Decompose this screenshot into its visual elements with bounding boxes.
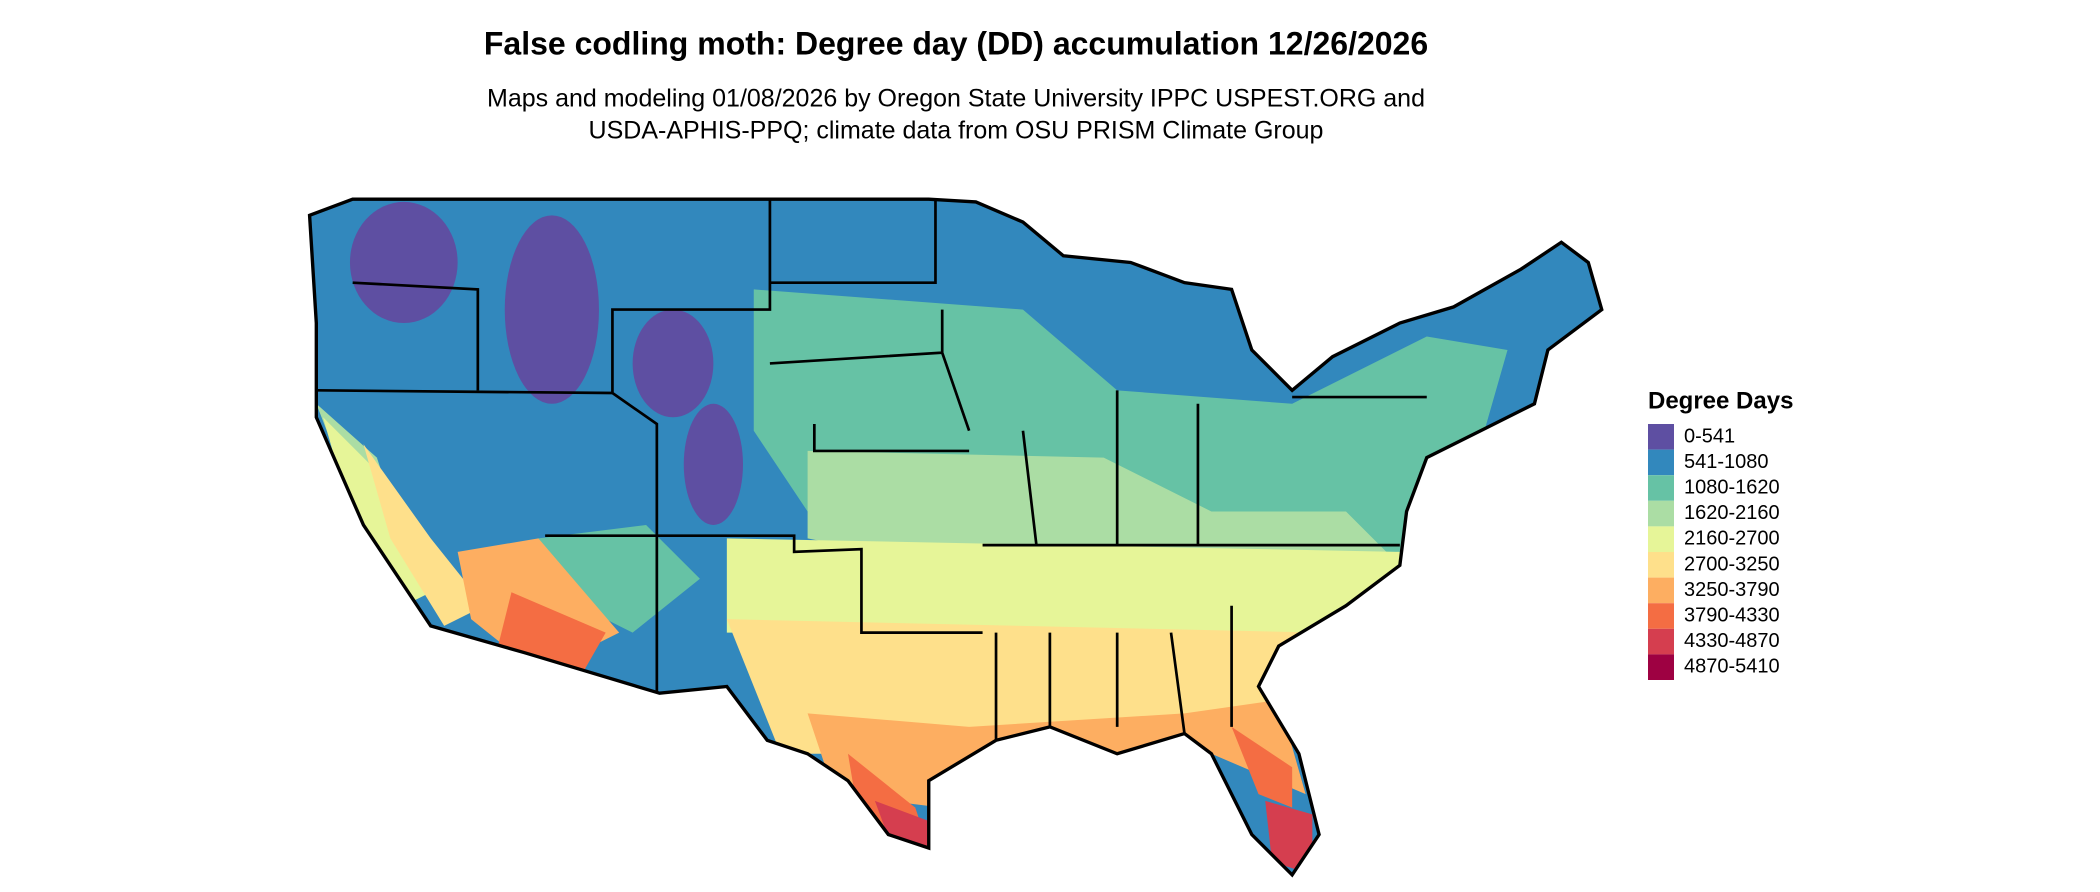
- legend-label: 2160-2700: [1684, 528, 1780, 550]
- map: [307, 197, 1604, 877]
- zone: [498, 592, 606, 680]
- legend-swatch: [1648, 603, 1674, 629]
- legend-swatch: [1648, 500, 1674, 527]
- legend-label: 3790-4330: [1684, 604, 1780, 626]
- subtitle: Maps and modeling 01/08/2026 by Oregon S…: [487, 85, 1425, 113]
- zone: [349, 201, 458, 324]
- subtitle: USDA-APHIS-PPQ; climate data from OSU PR…: [589, 117, 1324, 145]
- zones: [309, 199, 1602, 875]
- state-borders: [316, 199, 1427, 741]
- legend-swatch: [1648, 424, 1674, 450]
- legend-label: 2700-3250: [1684, 553, 1780, 575]
- zone: [504, 215, 599, 404]
- legend-swatch: [1648, 552, 1674, 578]
- zone: [1265, 800, 1313, 875]
- legend-label: 0-541: [1684, 425, 1735, 447]
- zone: [1231, 726, 1293, 808]
- legend-label: 4330-4870: [1684, 630, 1780, 652]
- zone: [683, 403, 743, 525]
- legend-title: Degree Days: [1648, 387, 1793, 414]
- legend-swatch: [1648, 577, 1674, 604]
- map-title: False codling moth: Degree day (DD) accu…: [484, 25, 1428, 61]
- legend-swatch: [1648, 654, 1674, 680]
- legend-swatch: [1648, 526, 1674, 552]
- legend-label: 541-1080: [1684, 451, 1769, 473]
- legend-label: 4870-5410: [1684, 656, 1780, 678]
- legend-label: 3250-3790: [1684, 579, 1780, 601]
- legend-swatch: [1648, 628, 1674, 655]
- legend: 0-541 541-1080 1080-1620 1620-2160 2160-2700…: [1648, 424, 1780, 680]
- zone: [726, 538, 1414, 647]
- legend-swatch: [1648, 449, 1674, 476]
- zone: [874, 800, 929, 851]
- zone: [632, 309, 714, 418]
- zone: [363, 444, 485, 626]
- legend-swatch: [1648, 475, 1674, 501]
- legend-label: 1080-1620: [1684, 476, 1780, 498]
- legend-label: 1620-2160: [1684, 502, 1780, 524]
